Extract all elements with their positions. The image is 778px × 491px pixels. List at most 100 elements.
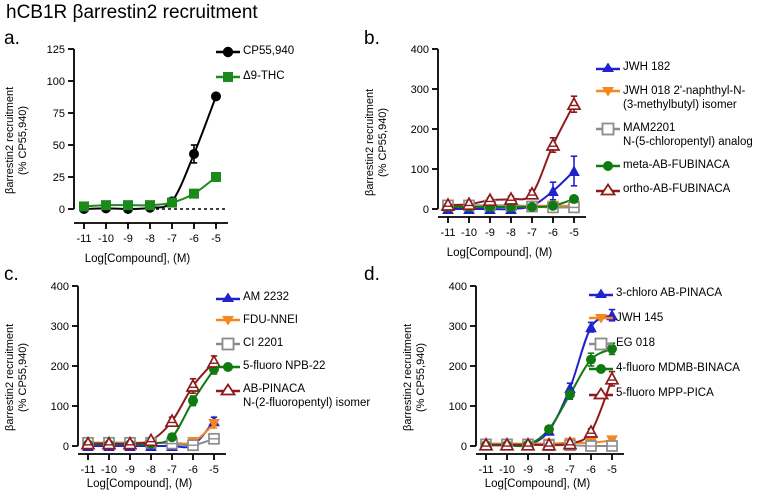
panel-a-ytick-100: 100: [47, 76, 65, 88]
panel-a-plot: 125 100 75 50 25 0 -11 -10 -9 -8 -: [36, 37, 236, 252]
legend-label: CI 2201: [243, 337, 284, 349]
panel-a-letter: a.: [4, 28, 20, 49]
circle-filled-icon: [215, 359, 241, 374]
square-open-icon: [215, 336, 241, 351]
legend-item[interactable]: 5-fluoro NPB-22: [215, 359, 370, 374]
legend-item[interactable]: Δ9-THC: [215, 69, 294, 84]
legend-item[interactable]: CI 2201: [215, 336, 370, 351]
legend-label: AM 2232: [243, 291, 290, 303]
panel-d-ytick-300: 300: [449, 321, 467, 333]
circle-filled-icon: [588, 361, 614, 376]
panel-d-xtick-4: -7: [565, 464, 575, 476]
panel-b-svg: 400 300 200 100 0 -11 -10 -9 -8 -7: [411, 44, 586, 239]
panel-b-y-axis: 400 300 200 100 0: [411, 44, 439, 216]
legend-label: FDU-NNEI: [243, 314, 298, 326]
legend-item[interactable]: EG 018: [588, 336, 740, 351]
panel-c-ytick-0: 0: [63, 441, 69, 453]
legend-label: EG 018: [616, 337, 655, 349]
triangle-up-filled-icon: [595, 60, 621, 75]
panel-c-ytick-200: 200: [51, 361, 69, 373]
legend-label: MAM2201 N-(5-chloropentyl) analog: [623, 122, 753, 148]
y-axis-label-line2: (% CP55,940): [17, 105, 29, 175]
panel-a-xtick-3: -8: [145, 233, 155, 245]
panel-d-ytick-0: 0: [461, 441, 467, 453]
panel-a-x-axis-label: Log[Compound], (M): [84, 253, 191, 265]
legend-item[interactable]: 4-fluoro MDMB-BINACA: [588, 361, 740, 376]
panel-c-series-group: [80, 354, 222, 452]
panel-b-xtick-1: -10: [461, 227, 477, 239]
y-axis-label-line1: βarrestin2 recruitment: [4, 323, 16, 431]
legend-label: 3-chloro AB-PINACA: [616, 287, 723, 299]
panel-a: a. βarrestin2 recruitment (% CP55,940) 1…: [0, 25, 389, 265]
panel-d: d. βarrestin2 recruitment (% CP55,940) 4…: [360, 258, 778, 491]
legend-item[interactable]: 3-chloro AB-PINACA: [588, 286, 740, 301]
legend-item[interactable]: CP55,940: [215, 44, 294, 59]
legend-item[interactable]: JWH 182: [595, 60, 753, 75]
panel-a-xtick-0: -11: [76, 233, 91, 245]
legend-item[interactable]: AB-PINACA N-(2-fluoropentyl) isomer: [215, 382, 370, 410]
panel-d-legend: 3-chloro AB-PINACA JWH 145 EG 018 4-fluo…: [588, 286, 740, 404]
legend-item[interactable]: ortho-AB-FUBINACA: [595, 182, 753, 197]
panel-c-y-axis-label: βarrestin2 recruitment (% CP55,940): [4, 302, 30, 452]
panel-a-xtick-1: -10: [98, 233, 114, 245]
panel-c-svg: 400 300 200 100 0 -11 -10 -9 -8 -7: [51, 281, 226, 476]
panel-c-x-axis-label: Log[Compound], (M): [86, 478, 193, 490]
panel-a-ytick-75: 75: [53, 108, 65, 120]
panel-c-legend: AM 2232 FDU-NNEI CI 2201 5-fluoro NPB-22…: [215, 290, 370, 413]
panel-b-ytick-400: 400: [411, 44, 429, 56]
legend-item[interactable]: JWH 145: [588, 311, 740, 326]
panel-d-plot: 400 300 200 100 0 -11 -10 -9 -8 -7: [434, 276, 634, 488]
square-open-icon: [595, 121, 621, 136]
legend-item[interactable]: AM 2232: [215, 290, 370, 305]
legend-item[interactable]: JWH 018 2'-naphthyl-N- (3-methylbutyl) i…: [595, 84, 753, 112]
y-axis-label-line1: βarrestin2 recruitment: [4, 86, 16, 194]
panel-d-x-axis: -11 -10 -9 -8 -7 -6 -5: [476, 453, 624, 476]
panel-d-xtick-3: -8: [544, 464, 554, 476]
panel-b-y-axis-label: βarrestin2 recruitment (% CP55,940): [364, 67, 390, 217]
panel-d-y-axis: 400 300 200 100 0: [449, 281, 477, 453]
panel-c-y-axis: 400 300 200 100 0: [51, 281, 79, 453]
panel-a-x-axis: -11 -10 -9 -8 -7 -6 -5: [74, 222, 228, 245]
y-axis-label-line2: (% CP55,940): [415, 342, 427, 412]
panel-d-xtick-2: -9: [523, 464, 533, 476]
panel-b-legend: JWH 182 JWH 018 2'-naphthyl-N- (3-methyl…: [595, 60, 753, 200]
legend-item[interactable]: meta-AB-FUBINACA: [595, 158, 753, 173]
panel-c-xtick-5: -6: [188, 464, 198, 476]
panel-a-series-group: [79, 91, 221, 214]
panel-d-x-axis-label: Log[Compound], (M): [484, 478, 591, 490]
panel-a-ytick-25: 25: [53, 172, 65, 184]
legend-item[interactable]: MAM2201 N-(5-chloropentyl) analog: [595, 121, 753, 149]
panel-b-ytick-0: 0: [423, 204, 429, 216]
y-axis-label-line1: βarrestin2 recruitment: [402, 323, 414, 431]
panel-b-plot: 400 300 200 100 0 -11 -10 -9 -8 -7: [396, 37, 596, 252]
panel-d-series-group: [478, 308, 620, 452]
panel-c-xtick-4: -7: [167, 464, 177, 476]
panel-d-letter: d.: [364, 264, 380, 285]
panel-c-xtick-3: -8: [146, 464, 156, 476]
panel-c-letter: c.: [4, 264, 19, 285]
legend-label: JWH 018 2'-naphthyl-N- (3-methylbutyl) i…: [623, 85, 746, 111]
panel-b-letter: b.: [364, 28, 380, 49]
panel-c-xtick-0: -11: [80, 464, 95, 476]
triangle-up-open-icon: [215, 382, 241, 397]
circle-filled-icon: [215, 44, 241, 59]
legend-item[interactable]: 5-fluoro MPP-PICA: [588, 386, 740, 401]
panel-d-xtick-6: -5: [607, 464, 617, 476]
panel-a-svg: 125 100 75 50 25 0 -11 -10 -9 -8 -: [47, 44, 228, 245]
triangle-down-filled-icon: [588, 311, 614, 326]
panel-a-xtick-6: -5: [211, 233, 221, 245]
panel-c-plot: 400 300 200 100 0 -11 -10 -9 -8 -7: [36, 276, 236, 488]
legend-label: ortho-AB-FUBINACA: [623, 183, 731, 195]
panel-a-ytick-0: 0: [59, 204, 65, 216]
panel-a-xtick-4: -7: [167, 233, 177, 245]
legend-label: JWH 145: [616, 312, 664, 324]
panel-a-xtick-5: -6: [189, 233, 199, 245]
panel-b-ytick-200: 200: [411, 124, 429, 136]
circle-filled-icon: [595, 158, 621, 173]
panel-c-ytick-300: 300: [51, 321, 69, 333]
panel-d-xtick-0: -11: [478, 464, 493, 476]
panel-c-x-axis: -11 -10 -9 -8 -7 -6 -5: [78, 453, 226, 476]
legend-item[interactable]: FDU-NNEI: [215, 313, 370, 328]
triangle-up-filled-icon: [215, 290, 241, 305]
panel-b-series-group: [440, 95, 582, 214]
